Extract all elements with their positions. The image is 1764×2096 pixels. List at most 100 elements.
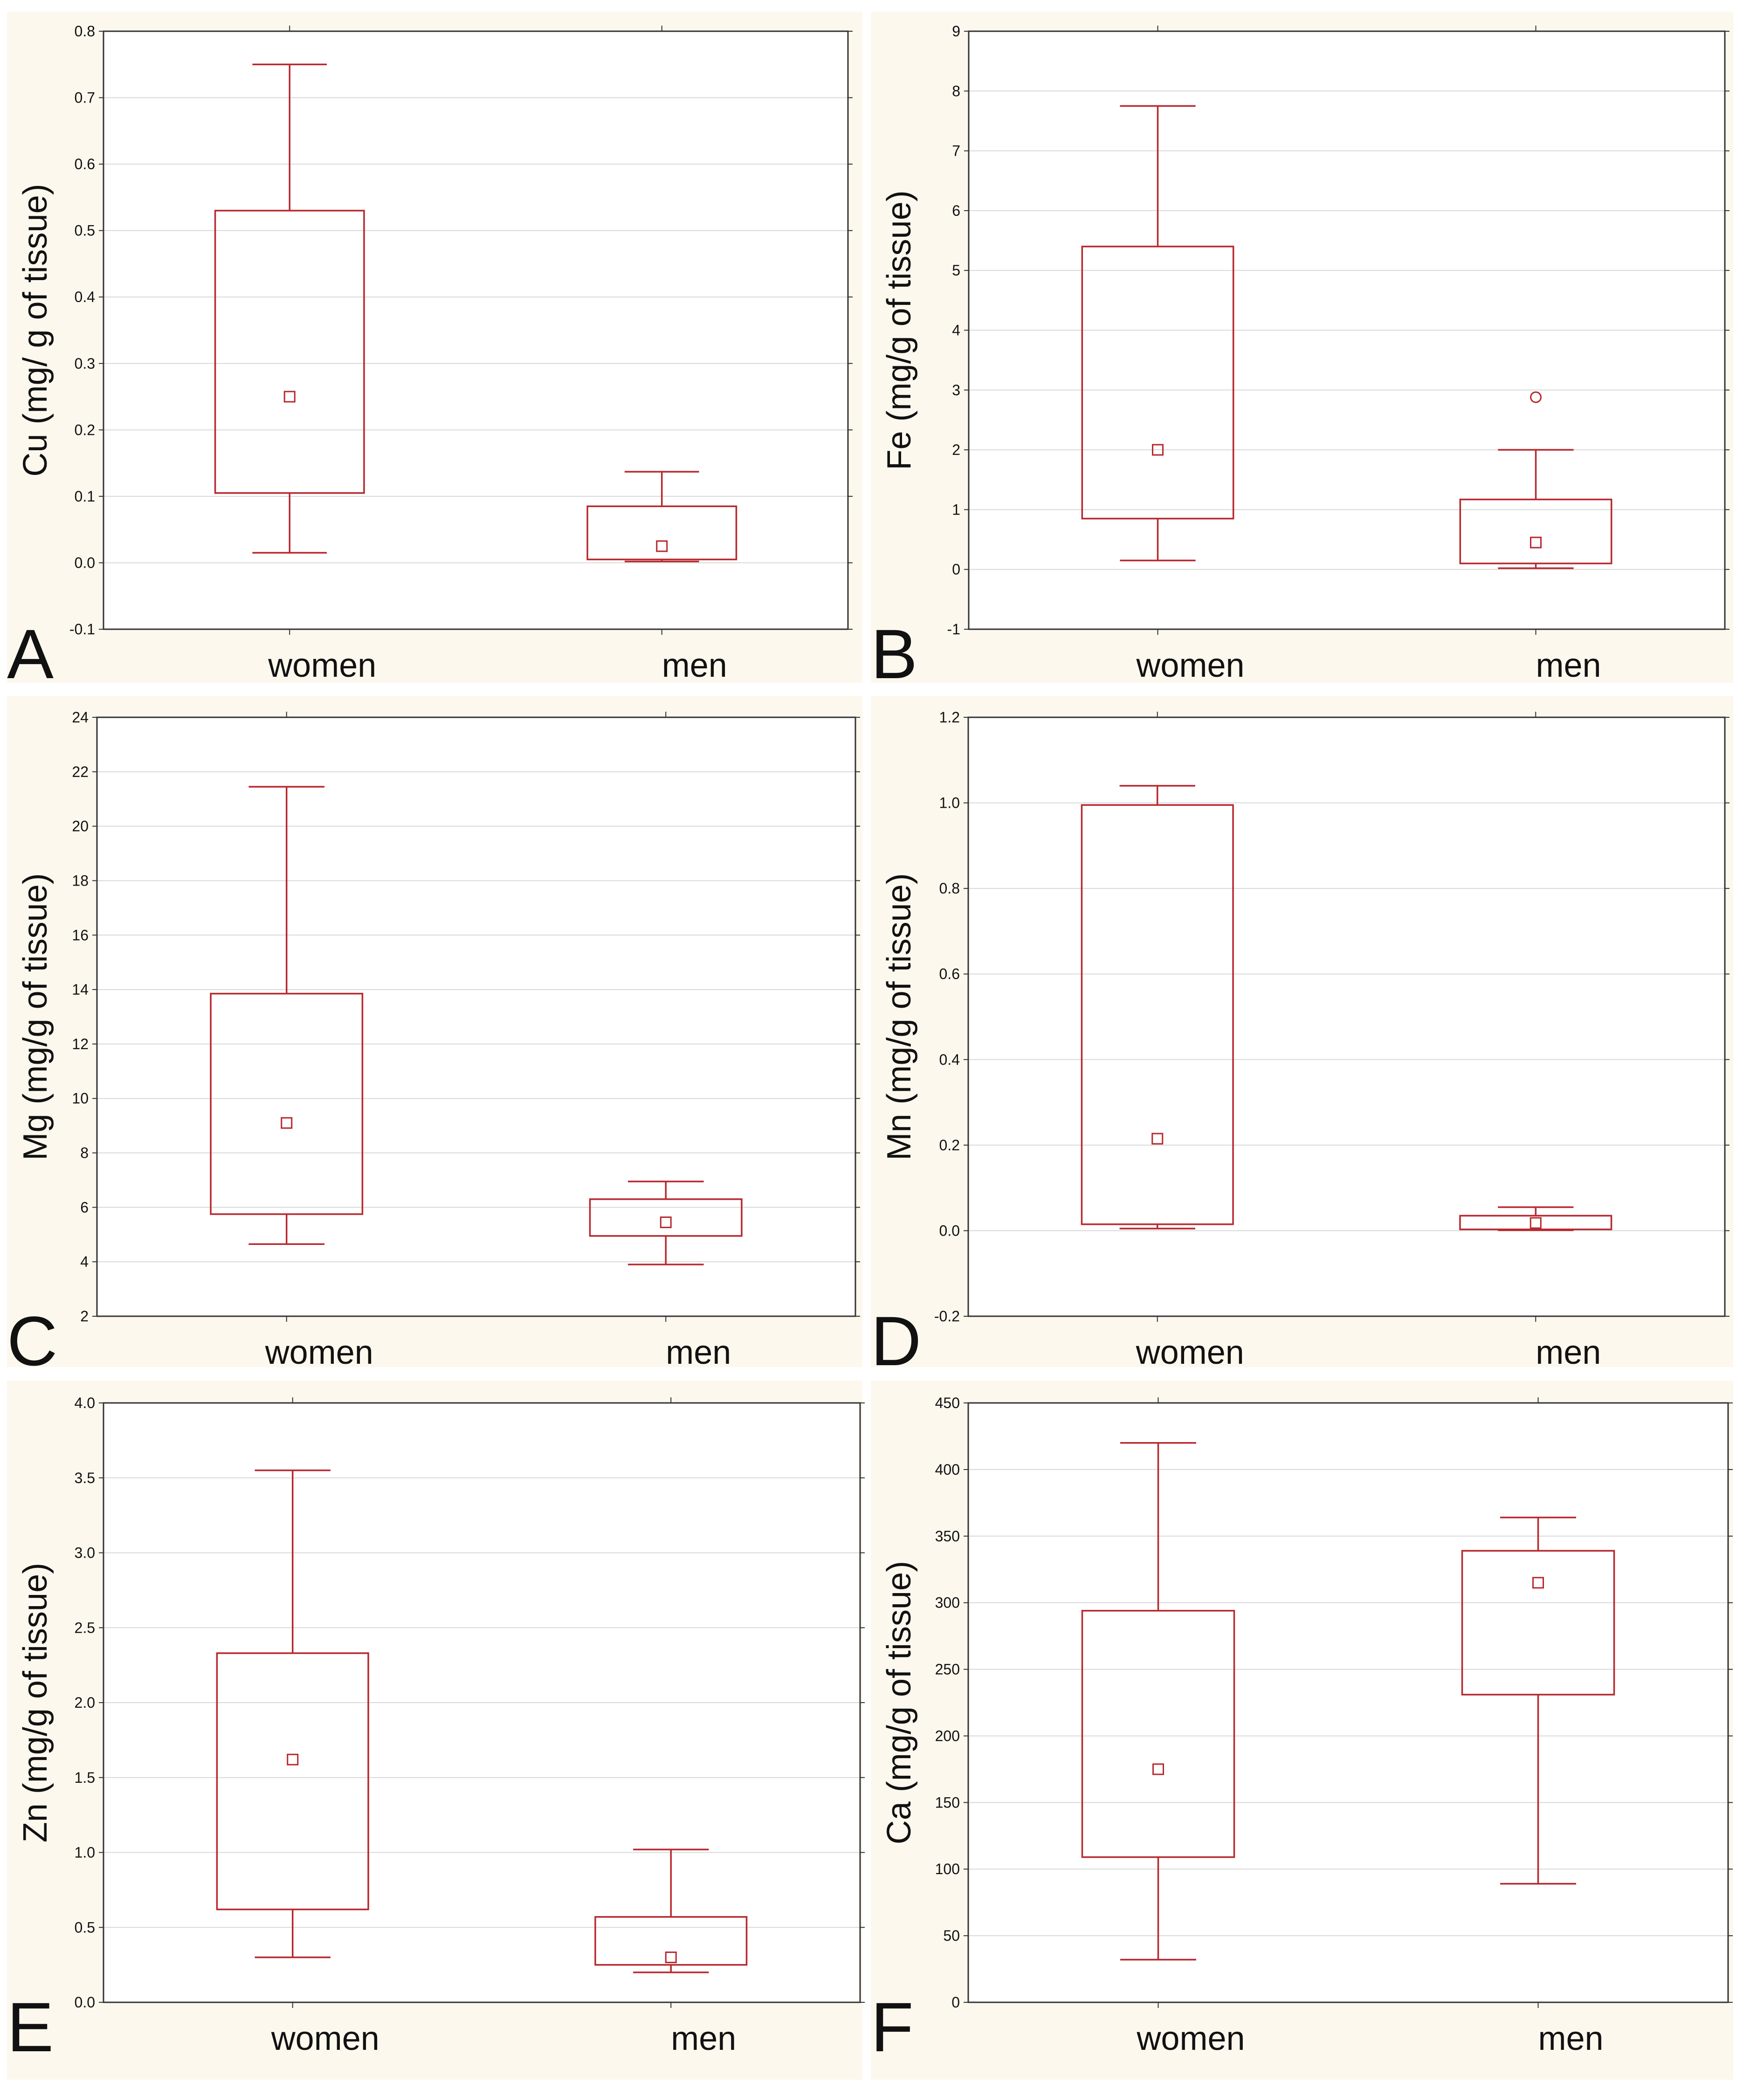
plot-frame (967, 1402, 1729, 2003)
median-marker (283, 391, 296, 403)
y-tick-label: 22 (72, 763, 89, 780)
box-women (214, 63, 365, 554)
y-tick-label: 1.0 (939, 795, 960, 811)
box-women (1081, 105, 1234, 562)
x-category-label: women (1136, 2020, 1245, 2057)
box-women (210, 786, 364, 1245)
y-tick-label: 0.5 (75, 222, 95, 239)
y-tick-label: -1 (947, 621, 960, 638)
y-tick-label: -0.2 (934, 1308, 960, 1325)
y-tick-label: 14 (72, 981, 89, 998)
box-iqr (1081, 804, 1234, 1225)
y-tick-label: 12 (72, 1036, 89, 1052)
y-tick-label: 0.5 (75, 1919, 95, 1936)
y-tick-label: 3 (952, 382, 960, 399)
y-tick-label: 0.4 (75, 289, 95, 305)
panel-letter: E (7, 1988, 54, 2066)
x-category-label: women (1136, 647, 1244, 684)
y-tick-label: 450 (935, 1395, 960, 1411)
box-iqr (216, 1652, 369, 1910)
panel-letter: D (871, 1302, 921, 1380)
y-tick-label: 1.5 (75, 1769, 95, 1786)
panel-e: 0.0 0.5 1.0 1.5 2.0 2.5 3.0 3.5 4.0 women men Zn (m… (7, 1381, 865, 2080)
panel-f: 0 50 100 150 200 250 300 350 400 450 women men Ca (m… (871, 1381, 1733, 2080)
median-marker (665, 1952, 677, 1964)
y-tick-label: 0.2 (75, 421, 95, 438)
y-tick-label: 100 (935, 1861, 960, 1877)
y-axis-title: Cu (mg/ g of tissue) (17, 184, 54, 476)
box-iqr (589, 1198, 743, 1237)
y-tick-label: 0.8 (75, 23, 95, 40)
plot-frame (968, 30, 1726, 630)
y-tick-label: 2.5 (75, 1619, 95, 1636)
y-tick-label: 0.4 (939, 1051, 960, 1068)
plot-frame (96, 716, 856, 1317)
y-tick-label: 400 (935, 1461, 960, 1478)
y-tick-label: 0 (951, 1994, 960, 2011)
y-tick-label: 2.0 (75, 1694, 95, 1711)
box-women (1081, 1442, 1235, 1961)
y-tick-label: 2 (80, 1308, 89, 1325)
median-marker (281, 1117, 293, 1129)
box-women (216, 1469, 369, 1959)
box-iqr (1461, 1550, 1615, 1696)
y-tick-label: 3.5 (75, 1470, 95, 1486)
y-tick-label: 10 (72, 1090, 89, 1107)
box-men (1461, 1517, 1615, 1885)
y-tick-label: 7 (952, 143, 960, 159)
y-tick-label: 0.8 (939, 880, 960, 897)
panel-letter: F (871, 1988, 914, 2066)
y-axis-ticks: -0.2 0.0 0.2 0.4 0.6 0.8 1.0 1.2 (934, 709, 1730, 1325)
box-iqr (586, 505, 737, 561)
y-tick-label: 0.6 (75, 156, 95, 172)
box-men (594, 1849, 748, 1973)
box-men (586, 471, 737, 563)
y-axis-title: Fe (mg/g of tissue) (881, 190, 918, 470)
x-category-label: women (1136, 1334, 1244, 1371)
plot-area (97, 717, 855, 1316)
y-tick-label: 18 (72, 872, 89, 889)
y-axis-title: Mg (mg/g of tissue) (17, 873, 54, 1160)
x-category-label: women (265, 1334, 373, 1371)
panel-letter: A (7, 615, 54, 693)
y-tick-label: 1.2 (939, 709, 960, 726)
median-marker (287, 1753, 299, 1766)
y-axis-title: Zn (mg/g of tissue) (17, 1563, 54, 1842)
y-tick-label: 4.0 (75, 1395, 95, 1411)
median-marker (1530, 1217, 1542, 1229)
y-tick-label: 5 (952, 262, 960, 279)
box-iqr (1081, 246, 1234, 520)
y-tick-label: 8 (952, 82, 960, 99)
x-category-label: men (671, 2020, 736, 2057)
box-iqr (1081, 1610, 1235, 1858)
y-tick-label: 0.2 (939, 1137, 960, 1154)
x-category-label: men (662, 647, 727, 684)
box-women (1081, 785, 1234, 1230)
x-category-label: women (268, 647, 376, 684)
median-marker (1152, 444, 1164, 456)
median-marker (1530, 536, 1542, 549)
x-category-label: men (1538, 2020, 1603, 2057)
y-tick-label: 0.6 (939, 966, 960, 983)
y-axis-ticks: 0 50 100 150 200 250 300 350 400 450 (935, 1395, 1733, 2011)
panel-letter: C (7, 1302, 57, 1380)
plot-frame (103, 30, 849, 630)
y-tick-label: 1.0 (75, 1844, 95, 1861)
y-tick-label: 50 (943, 1927, 960, 1944)
y-tick-label: 0 (952, 561, 960, 578)
plot-area (103, 31, 848, 629)
y-tick-label: 0.0 (75, 1994, 95, 2011)
y-tick-label: 0.3 (75, 355, 95, 372)
plot-frame (967, 716, 1726, 1317)
y-tick-label: 300 (935, 1594, 960, 1611)
y-tick-label: 3.0 (75, 1545, 95, 1561)
box-men (1459, 1206, 1612, 1231)
y-tick-label: 6 (952, 202, 960, 219)
box-iqr (214, 210, 365, 494)
y-tick-label: 4 (952, 322, 960, 339)
plot-area (968, 1403, 1728, 2002)
panel-d: -0.2 0.0 0.2 0.4 0.6 0.8 1.0 1.2 women men Mn (mg/… (871, 696, 1733, 1380)
